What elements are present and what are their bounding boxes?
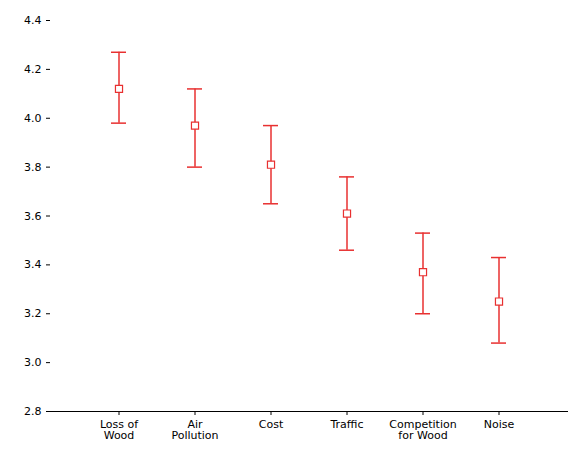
svg-text:3.2: 3.2 — [24, 307, 42, 320]
svg-text:3.0: 3.0 — [24, 356, 42, 369]
svg-text:Cost: Cost — [259, 418, 284, 431]
svg-text:Competitionfor Wood: Competitionfor Wood — [389, 418, 456, 442]
svg-text:4.2: 4.2 — [24, 63, 42, 76]
svg-text:3.6: 3.6 — [24, 210, 42, 223]
svg-text:3.4: 3.4 — [24, 258, 42, 271]
svg-text:Noise: Noise — [484, 418, 515, 431]
svg-text:4.4: 4.4 — [24, 14, 42, 27]
svg-text:Loss ofWood: Loss ofWood — [100, 418, 139, 442]
svg-text:4.0: 4.0 — [24, 112, 42, 125]
svg-text:AirPollution: AirPollution — [171, 418, 218, 442]
svg-text:3.8: 3.8 — [24, 161, 42, 174]
svg-text:2.8: 2.8 — [24, 405, 42, 418]
svg-text:Traffic: Traffic — [329, 418, 363, 431]
